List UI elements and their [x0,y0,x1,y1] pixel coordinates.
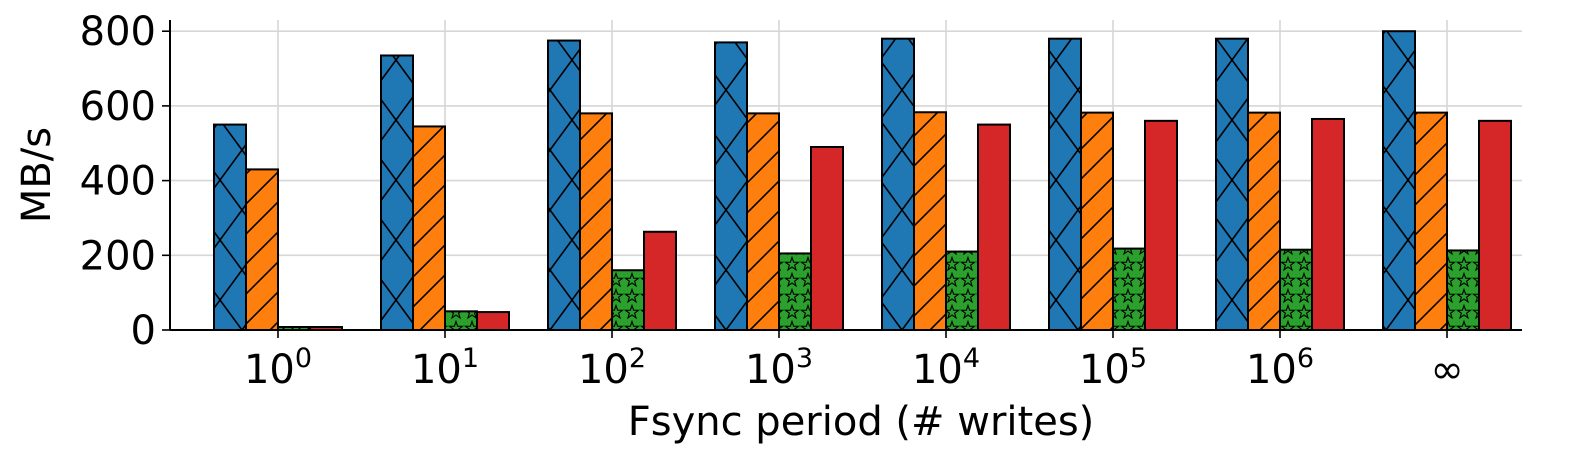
bar-series-4-5 [1145,120,1177,330]
bar-hatch-series-3-4 [946,251,978,330]
x-tick-label: 102 [578,343,646,393]
x-tick-label: 106 [1246,343,1314,393]
bar-series-4-3 [811,146,843,330]
x-tick-label: 105 [1079,343,1147,393]
bar-hatch-series-3-7 [1447,250,1479,330]
bar-hatch-series-3-0 [278,327,310,330]
bar-hatch-series-2-2 [580,113,612,330]
x-axis-label: Fsync period (# writes) [628,399,1095,445]
bar-hatch-series-1-2 [548,40,580,330]
y-tick-label: 400 [80,159,156,205]
y-tick-label: 800 [80,9,156,55]
bar-hatch-series-1-3 [715,42,747,330]
bar-hatch-series-3-6 [1280,249,1312,330]
bar-series-4-4 [978,124,1010,331]
bar-hatch-series-1-1 [381,55,413,330]
bar-hatch-series-1-6 [1216,38,1248,331]
x-tick-label: 104 [912,343,980,393]
bar-series-4-6 [1312,118,1344,330]
tick-labels: 0 200 400 600 800 100 101 102 103 104 105 106 ∞ [80,9,1464,393]
bar-hatch-series-2-5 [1081,112,1113,331]
bar-hatch-series-3-1 [445,311,477,330]
bar-series-4-1 [477,312,509,330]
y-tick-label: 0 [131,308,156,354]
bar-hatch-series-3-2 [612,270,644,330]
x-tick-label: ∞ [1430,347,1463,393]
bar-hatch-series-2-1 [413,126,445,330]
bar-hatch-series-2-6 [1248,112,1280,331]
x-tick-label: 101 [411,343,479,393]
x-tick-label: 100 [244,343,312,393]
y-tick-label: 600 [80,84,156,130]
bar-hatch-series-2-7 [1415,112,1447,331]
bars-group [213,30,1512,332]
bar-hatch-series-2-4 [914,112,946,330]
bar-series-4-7 [1479,120,1511,330]
bar-hatch-series-1-0 [214,124,246,331]
axes [162,20,1522,338]
bar-hatch-series-1-7 [1383,31,1415,330]
bar-hatch-series-1-5 [1049,38,1081,331]
y-axis-label: MB/s [14,127,60,223]
bar-series-4-0 [310,327,342,330]
y-tick-label: 200 [80,233,156,279]
bar-hatch-series-2-0 [246,169,278,330]
bar-series-4-2 [644,231,676,330]
bar-hatch-series-3-3 [779,253,811,330]
x-tick-label: 103 [745,343,813,393]
bar-hatch-series-3-5 [1113,248,1145,330]
bar-hatch-series-1-4 [882,38,914,331]
bar-hatch-series-2-3 [747,113,779,330]
